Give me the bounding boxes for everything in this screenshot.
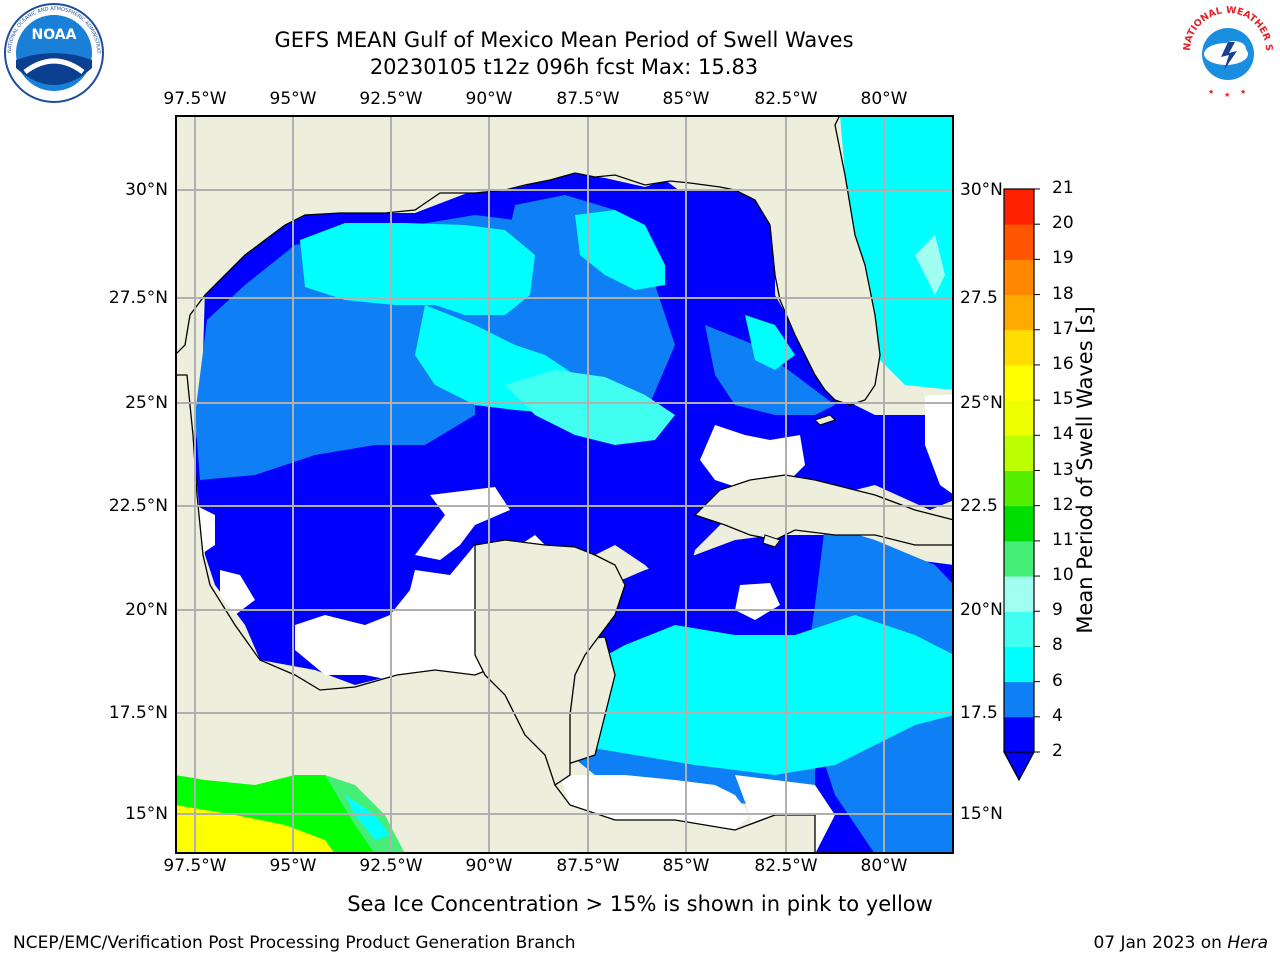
graticule: [175, 115, 954, 854]
lon-tick-top: 92.5°W: [359, 89, 423, 109]
nws-logo: NATIONAL WEATHER SERVICE ★ ★ ★: [1178, 2, 1275, 99]
footer-host: Hera: [1227, 933, 1268, 953]
colorbar-tick-label: 15: [1052, 389, 1074, 410]
colorbar-segment: [1004, 611, 1034, 647]
lon-tick-top: 95°W: [269, 89, 317, 109]
map-title: GEFS MEAN Gulf of Mexico Mean Period of …: [274, 28, 854, 52]
lon-tick-bottom: 90°W: [465, 856, 513, 876]
colorbar-segment: [1004, 435, 1034, 471]
no-data: [560, 775, 750, 830]
colorbar-segment: [1004, 400, 1034, 436]
colorbar-tick-label: 12: [1052, 494, 1074, 515]
lat-tick-right: 22.5: [960, 496, 998, 516]
colorbar-segment: [1004, 505, 1034, 542]
lat-tick-right: 27.5: [960, 288, 998, 308]
lat-tick-right: 17.5: [960, 703, 998, 723]
svg-text:★: ★: [1224, 91, 1230, 99]
colorbar-title: Mean Period of Swell Waves [s]: [1073, 306, 1097, 634]
colorbar-segment: [1004, 646, 1034, 683]
colorbar-tick-label: 19: [1052, 248, 1074, 269]
no-data: [925, 395, 954, 495]
lon-tick-bottom: 92.5°W: [359, 856, 423, 876]
lon-tick-bottom: 95°W: [269, 856, 317, 876]
lon-tick-bottom: 80°W: [860, 856, 908, 876]
colorbar-segment: [1004, 540, 1034, 577]
lat-tick-left: 25°N: [125, 393, 168, 413]
colorbar-tick-label: 8: [1052, 635, 1063, 656]
colorbar-tick-label: 10: [1052, 565, 1074, 586]
lon-tick-top: 97.5°W: [163, 89, 227, 109]
colorbar-segment: [1004, 189, 1034, 225]
footer-date: 07 Jan 2023 on Hera: [1093, 933, 1268, 953]
colorbar-segment: [1004, 224, 1034, 260]
lon-tick-top: 80°W: [860, 89, 908, 109]
no-data: [700, 425, 805, 490]
lon-tick-bottom: 87.5°W: [556, 856, 620, 876]
lat-tick-right: 15°N: [960, 804, 1003, 824]
colorbar-tick-label: 17: [1052, 318, 1074, 339]
lat-tick-right: 25°N: [960, 393, 1003, 413]
colorbar-segment: [1004, 294, 1034, 331]
colorbar-extend: [1002, 751, 1036, 782]
colorbar-tick-label: 6: [1052, 670, 1063, 691]
colorbar-tick-label: 13: [1052, 459, 1074, 480]
lat-tick-left: 30°N: [125, 180, 168, 200]
colorbar-tick-label: 21: [1052, 178, 1074, 198]
colorbar-segment: [1004, 259, 1034, 296]
colorbar-tick-label: 11: [1052, 529, 1074, 550]
colorbar-tick-label: 4: [1052, 705, 1063, 726]
colorbar-tick-label: 2: [1052, 741, 1063, 761]
colorbar-tick-label: 9: [1052, 600, 1063, 621]
colorbar-segment: [1004, 681, 1034, 718]
lat-tick-left: 22.5°N: [108, 496, 168, 516]
map-subtitle: 20230105 t12z 096h fcst Max: 15.83: [369, 55, 759, 79]
lon-tick-top: 85°W: [662, 89, 710, 109]
colorbar-segment: [1004, 364, 1034, 401]
colorbar-tick-label: 20: [1052, 213, 1074, 234]
lat-tick-left: 15°N: [125, 804, 168, 824]
colorbar-segment: [1004, 576, 1034, 612]
footer-branch: NCEP/EMC/Verification Post Processing Pr…: [13, 933, 576, 953]
colorbar-tick-label: 16: [1052, 353, 1074, 374]
svg-text:★: ★: [1208, 88, 1214, 96]
lon-tick-bottom: 97.5°W: [163, 856, 227, 876]
colorbar: [1002, 188, 1040, 782]
colorbar-segment: [1004, 470, 1034, 507]
colorbar-tick-label: 14: [1052, 424, 1074, 445]
svg-text:NOAA: NOAA: [32, 27, 77, 43]
lon-tick-top: 87.5°W: [556, 89, 620, 109]
colorbar-tick-label: 18: [1052, 283, 1074, 304]
swell-period-map: [175, 115, 954, 854]
colorbar-segment: [1004, 716, 1034, 753]
lon-tick-top: 90°W: [465, 89, 513, 109]
colorbar-segment: [1004, 329, 1034, 366]
no-data: [220, 570, 255, 615]
land-us-gulf-coast: [175, 115, 954, 406]
ice-caption: Sea Ice Concentration > 15% is shown in …: [347, 892, 933, 916]
footer-date-text: 07 Jan 2023 on: [1093, 933, 1228, 953]
lat-tick-left: 20°N: [125, 600, 168, 620]
lon-tick-bottom: 82.5°W: [754, 856, 818, 876]
lat-tick-left: 27.5°N: [108, 288, 168, 308]
lat-tick-right: 20°N: [960, 600, 1003, 620]
svg-text:★: ★: [1240, 88, 1246, 96]
lon-tick-top: 82.5°W: [754, 89, 818, 109]
noaa-logo: NOAA NATIONAL OCEANIC AND ATMOSPHERIC AD…: [3, 2, 104, 103]
map-frame: [175, 115, 954, 854]
lon-tick-bottom: 85°W: [662, 856, 710, 876]
lat-tick-right: 30°N: [960, 180, 1003, 200]
lat-tick-left: 17.5°N: [108, 703, 168, 723]
